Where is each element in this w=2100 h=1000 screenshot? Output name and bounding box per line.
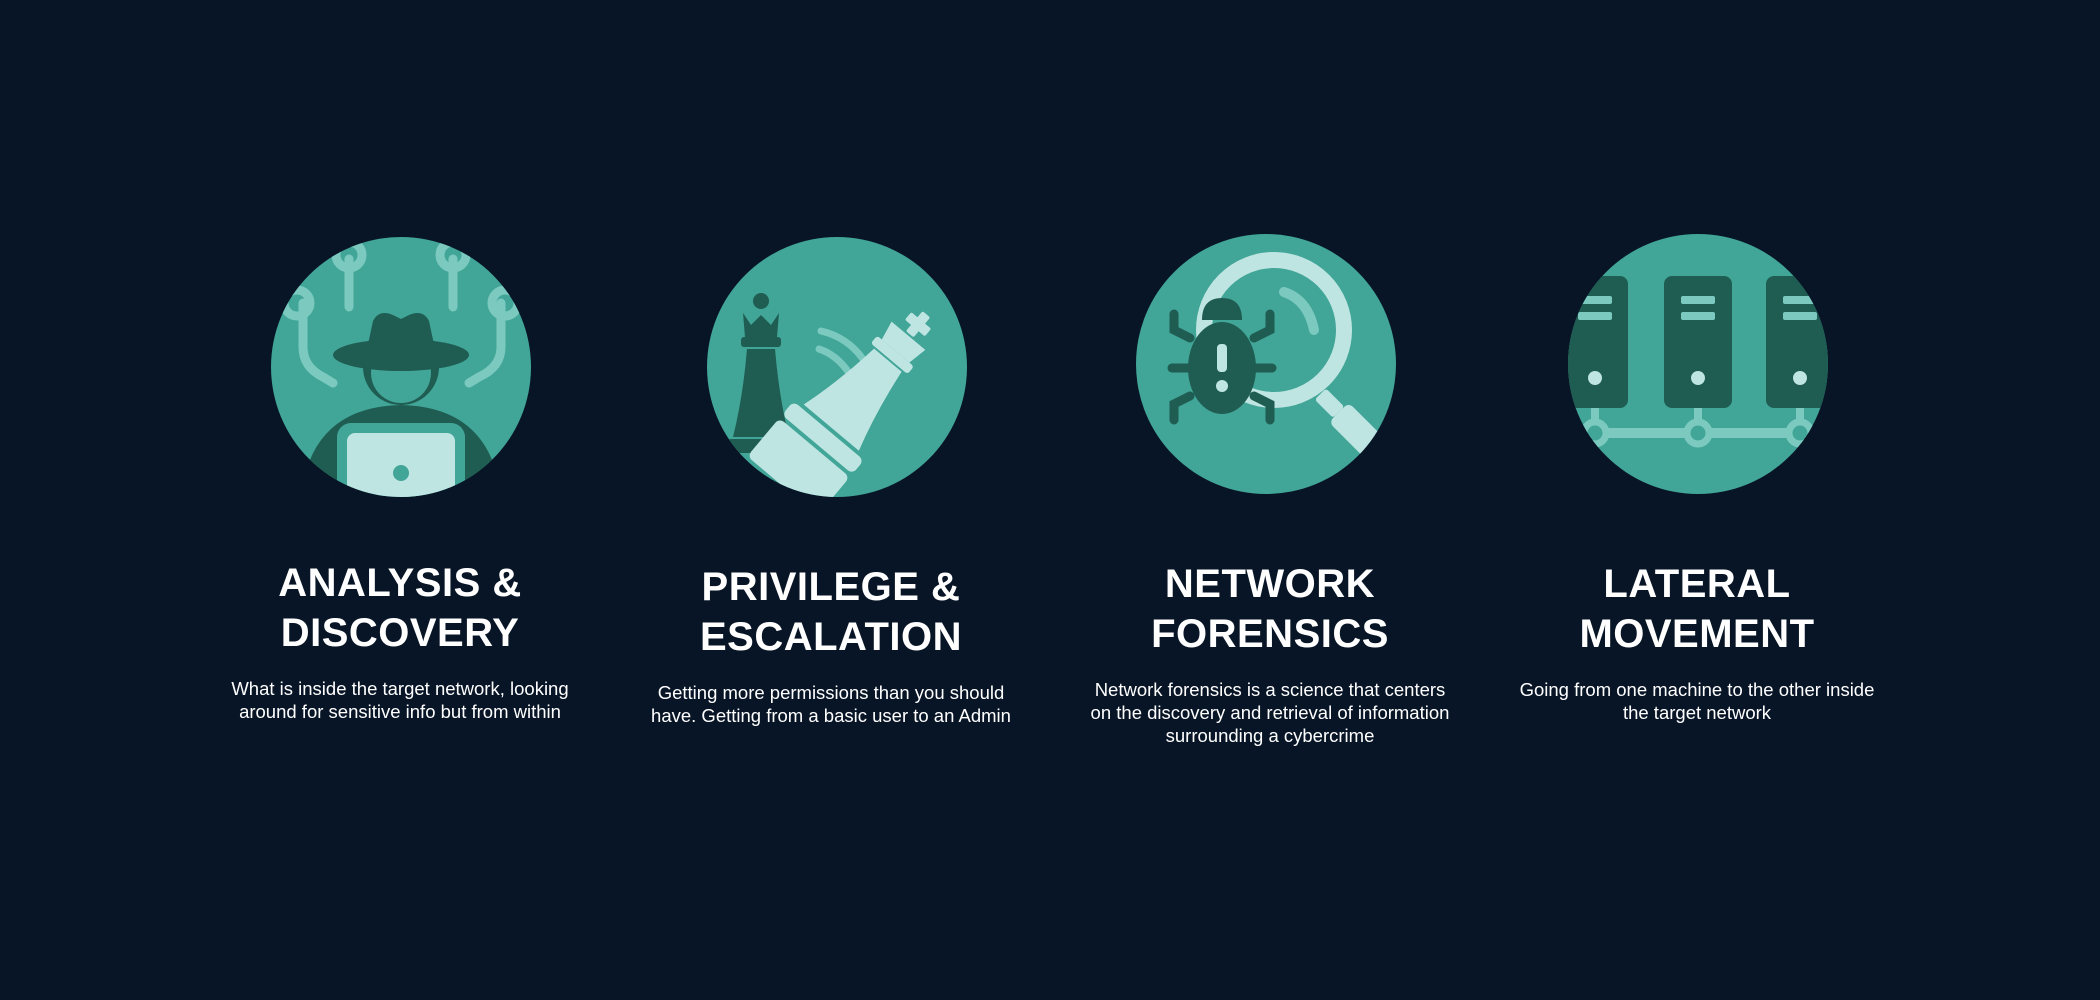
card-title: ANALYSIS & DISCOVERY: [278, 561, 522, 655]
chess-pieces-icon: [707, 237, 967, 497]
card-title: LATERAL MOVEMENT: [1579, 562, 1815, 656]
card-description: Going from one machine to the other insi…: [1519, 679, 1875, 723]
bug-magnifier-icon: [1136, 234, 1396, 494]
card-title: PRIVILEGE & ESCALATION: [699, 565, 963, 659]
server-network-icon: [1568, 234, 1828, 494]
card-description: Getting more permissions than you should…: [651, 682, 1011, 726]
card-description: Network forensics is a science that cent…: [1090, 679, 1450, 746]
hacker-laptop-icon: [271, 237, 531, 497]
card-title: NETWORK FORENSICS: [1151, 562, 1389, 656]
card-description: What is inside the target network, looki…: [231, 678, 569, 722]
